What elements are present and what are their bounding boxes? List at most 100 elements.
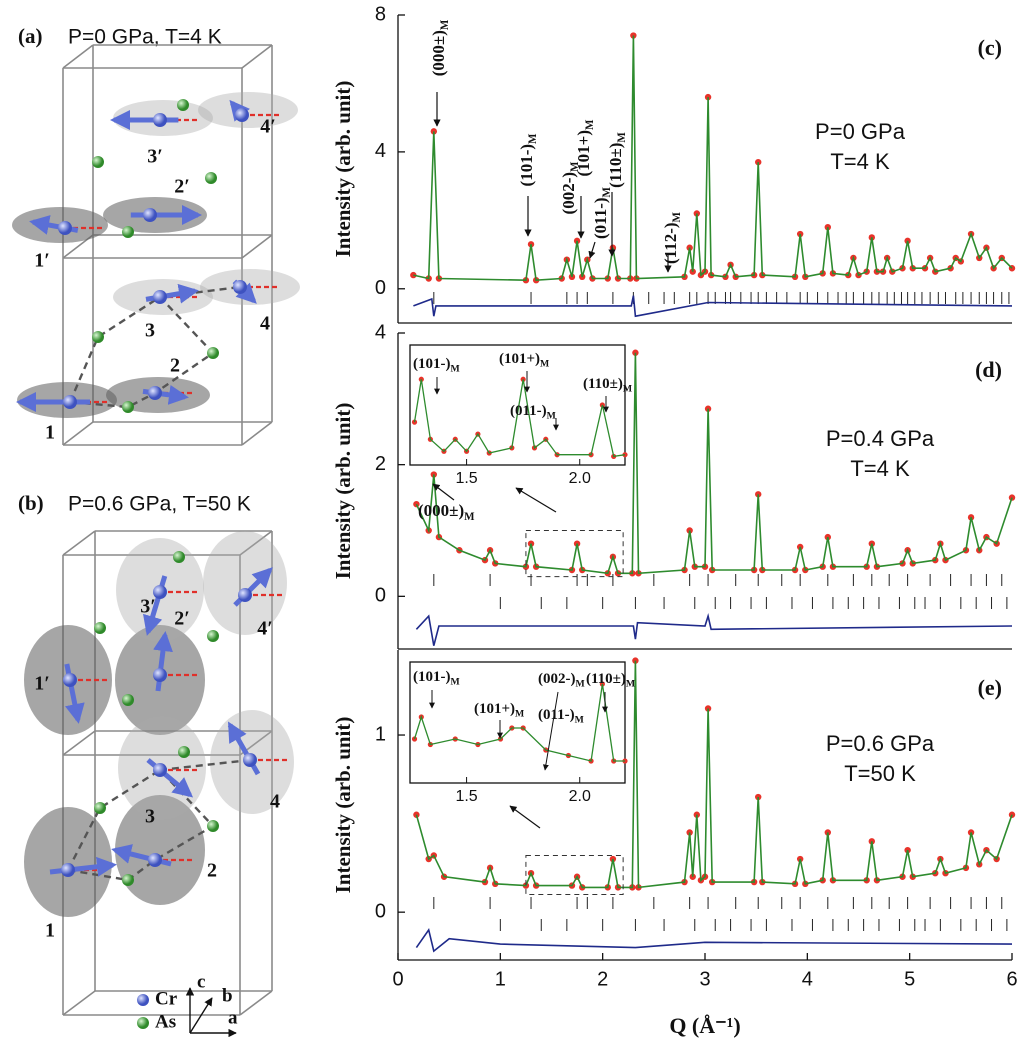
cell-edge (62, 730, 96, 756)
annotation-text: (000±) (418, 501, 464, 520)
spin-plane (115, 795, 205, 905)
zoom-arrow (509, 805, 541, 829)
cr-atom (148, 386, 162, 400)
spin-plane (203, 531, 287, 635)
x-tick-label: 3 (699, 968, 710, 990)
y-tick-label: 1 (375, 723, 386, 745)
legend-label: As (155, 1011, 176, 1032)
data-point (704, 705, 712, 712)
annotation-sub: M (540, 359, 549, 370)
as-atom (177, 99, 189, 111)
annotation-sub: M (464, 511, 475, 523)
legend-label: Cr (155, 988, 178, 1009)
condition: P=0 GPa (815, 119, 906, 144)
cr-atom (143, 208, 157, 222)
annotation-sub: M (584, 119, 596, 130)
site-label: 1′ (34, 673, 50, 695)
annotation-arrow (542, 691, 559, 771)
difference-line (413, 295, 1013, 318)
bond (159, 758, 251, 772)
annotation: (101-)M (413, 356, 460, 374)
annotation-text: (101-) (413, 669, 451, 685)
annotation-text: (011-) (510, 403, 547, 419)
axis-arrow (189, 997, 213, 1034)
calculated-line (415, 352, 1013, 575)
cr-atom (153, 585, 167, 599)
annotation-text: (011-) (591, 197, 610, 239)
annotation: (002-)M (538, 671, 585, 689)
inset-x-tick-label: 1.5 (455, 470, 477, 487)
as-atom (207, 820, 219, 832)
site-label: 3′ (140, 596, 156, 618)
difference-line (415, 927, 1013, 953)
annotation-text: (000±) (429, 30, 448, 76)
annotation: (011-)M (538, 707, 584, 725)
annotation-sub: M (451, 677, 460, 688)
cr-atom (153, 763, 167, 777)
as-atom (178, 746, 190, 758)
annotation-sub: M (601, 186, 613, 197)
calculated-line (415, 660, 1013, 889)
site-label: 2 (170, 355, 180, 377)
condition: T=4 K (850, 456, 910, 481)
cr-atom (153, 290, 167, 304)
as-atom (92, 331, 104, 343)
annotation: (000±)M (418, 501, 475, 523)
condition: T=50 K (844, 761, 916, 786)
annotation-text: (110±) (586, 671, 626, 687)
inset-frame (409, 344, 626, 466)
annotation-text: (112-) (661, 222, 680, 264)
cr-atom (148, 853, 162, 867)
annotation-sub: M (575, 715, 584, 726)
as-atom (207, 347, 219, 359)
annotation: (101-)M (413, 669, 460, 687)
calculated-line (413, 379, 626, 458)
as-atom (122, 226, 134, 238)
x-tick-label: 5 (904, 968, 915, 990)
annotation-sub: M (626, 679, 635, 690)
zoom-region (525, 530, 624, 578)
site-label: 3 (145, 806, 155, 828)
cell-edge (62, 421, 94, 446)
site-label: 1 (45, 422, 55, 444)
as-atom (122, 694, 134, 706)
cr-atom (153, 113, 167, 127)
data-point (410, 271, 417, 279)
cr-atom (233, 280, 247, 294)
cr-atom (58, 221, 72, 235)
cell-edge (241, 44, 273, 69)
panel-label: (e) (978, 675, 1002, 700)
data-point (755, 158, 762, 166)
axis-arrow-label: c (197, 971, 205, 992)
annotation-sub: M (547, 411, 556, 422)
cr-atom (238, 588, 252, 602)
inset-frame (409, 661, 626, 784)
annotation-arrow (432, 483, 455, 501)
site-label: 3 (145, 320, 155, 342)
annotation-sub: M (623, 384, 632, 395)
site-label: 1′ (34, 250, 50, 272)
cell-edge (239, 530, 273, 556)
annotation-text: (101+) (574, 130, 593, 177)
as-atom (173, 551, 185, 563)
cr-atom (63, 673, 77, 687)
annotation-sub: M (569, 161, 581, 172)
x-tick-label: 0 (392, 968, 403, 990)
cell-edge (62, 530, 96, 556)
annotation: (101+)M (499, 351, 549, 369)
annotation: (112-)M (661, 211, 683, 264)
annotation: (011-)M (510, 403, 556, 421)
site-label: 2′ (174, 608, 190, 630)
cell-edge (62, 990, 96, 1016)
panel-label: (c) (978, 35, 1002, 60)
annotation-text: (101+) (474, 701, 515, 717)
annotation: (110±)M (586, 671, 635, 689)
condition: T=4 K (830, 149, 890, 174)
cell-edge (241, 234, 273, 259)
y-tick-label: 0 (375, 585, 386, 607)
data-point (1008, 494, 1016, 501)
x-axis-label: Q (Å⁻¹) (669, 1013, 740, 1038)
axis-arrow-label: a (228, 1007, 238, 1028)
as-atom (94, 622, 106, 634)
annotation-sub: M (527, 133, 539, 144)
